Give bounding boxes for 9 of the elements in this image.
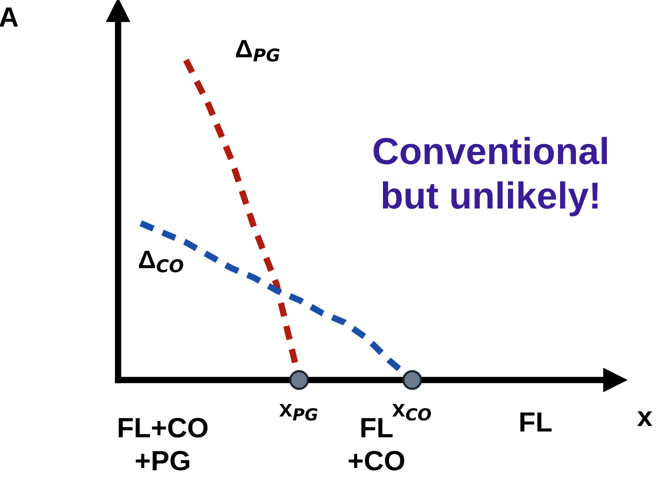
annotation: Δ$_{CO}$	[138, 250, 184, 272]
text: FL +CO	[348, 418, 404, 470]
text: FL+CO +PG	[118, 418, 208, 470]
text: FL	[520, 412, 552, 432]
annotation: Δ$_{PG}$	[236, 40, 280, 62]
x-tick-label: x$_{CO}$	[392, 404, 431, 421]
x-tick-label: x$_{PG}$	[279, 404, 318, 421]
x-axis-title: x	[637, 411, 652, 426]
annotation: Conventional but unlikely!	[374, 136, 607, 216]
